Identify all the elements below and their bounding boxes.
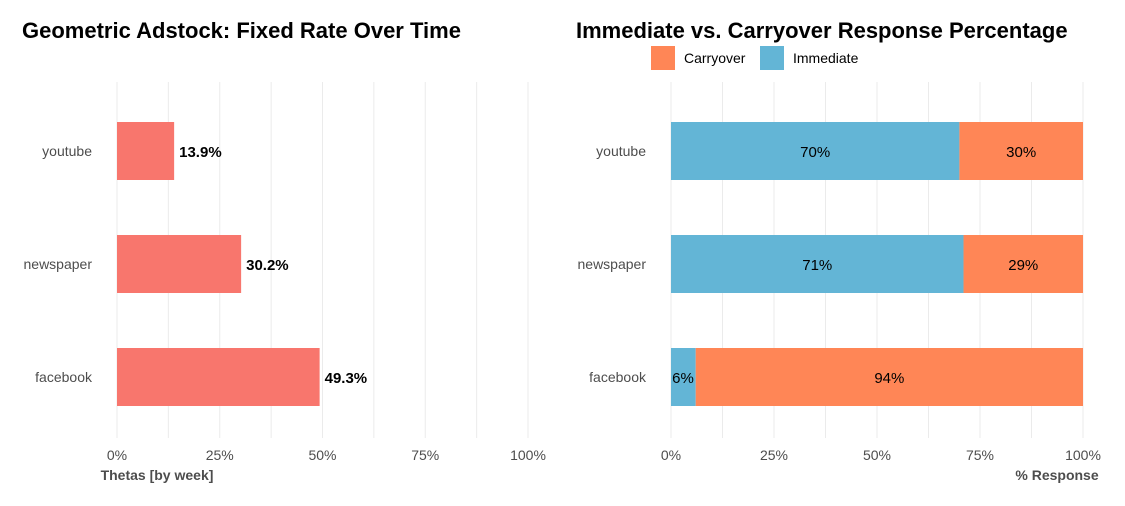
left-chart-x-tick-label: 50% (308, 447, 336, 463)
right-chart-bar-carryover (695, 348, 1083, 406)
left-chart-data-label: 13.9% (179, 144, 222, 161)
right-chart-data-label-carryover: 30% (1006, 144, 1036, 161)
left-chart-category-label: newspaper (24, 256, 93, 272)
right-chart-x-tick-label: 75% (966, 447, 994, 463)
left-chart-bar (117, 235, 242, 293)
left-chart-data-label: 30.2% (246, 257, 289, 274)
left-chart-bar (117, 348, 320, 406)
left-chart-x-tick-label: 75% (411, 447, 439, 463)
legend-swatch-immediate (760, 46, 784, 70)
left-chart-category-label: facebook (35, 369, 93, 385)
right-chart-bar-carryover (963, 235, 1083, 293)
right-chart-category-label: newspaper (578, 256, 647, 272)
right-chart-x-tick-label: 100% (1065, 447, 1101, 463)
right-chart-data-label-carryover: 94% (874, 370, 904, 387)
right-chart-x-tick-label: 50% (863, 447, 891, 463)
right-chart-bar-immediate (671, 348, 696, 406)
right-chart-category-label: youtube (596, 143, 646, 159)
right-chart-bar-carryover (959, 122, 1083, 180)
right-chart-bar-immediate (671, 122, 960, 180)
right-chart-x-axis-title: % Response (1015, 467, 1098, 483)
left-chart-x-tick-label: 25% (206, 447, 234, 463)
right-chart-data-label-immediate: 71% (802, 257, 832, 274)
right-chart-data-label-carryover: 29% (1008, 257, 1038, 274)
right-chart-title: Immediate vs. Carryover Response Percent… (576, 18, 1068, 43)
left-chart-x-tick-label: 100% (510, 447, 546, 463)
right-chart-category-label: facebook (589, 369, 647, 385)
right-chart-data-label-immediate: 6% (672, 370, 694, 387)
right-chart-data-label-immediate: 70% (800, 144, 830, 161)
legend-label-carryover: Carryover (684, 50, 746, 66)
left-chart-category-label: youtube (42, 143, 92, 159)
legend-swatch-carryover (651, 46, 675, 70)
left-chart-data-label: 49.3% (325, 370, 368, 387)
left-chart-x-axis-title: Thetas [by week] (101, 467, 214, 483)
right-chart-x-tick-label: 0% (661, 447, 681, 463)
left-chart-bar (117, 122, 175, 180)
left-chart-x-tick-label: 0% (107, 447, 127, 463)
legend-label-immediate: Immediate (793, 50, 859, 66)
right-chart-bar-immediate (671, 235, 964, 293)
right-chart-x-tick-label: 25% (760, 447, 788, 463)
left-chart-title: Geometric Adstock: Fixed Rate Over Time (22, 18, 461, 43)
